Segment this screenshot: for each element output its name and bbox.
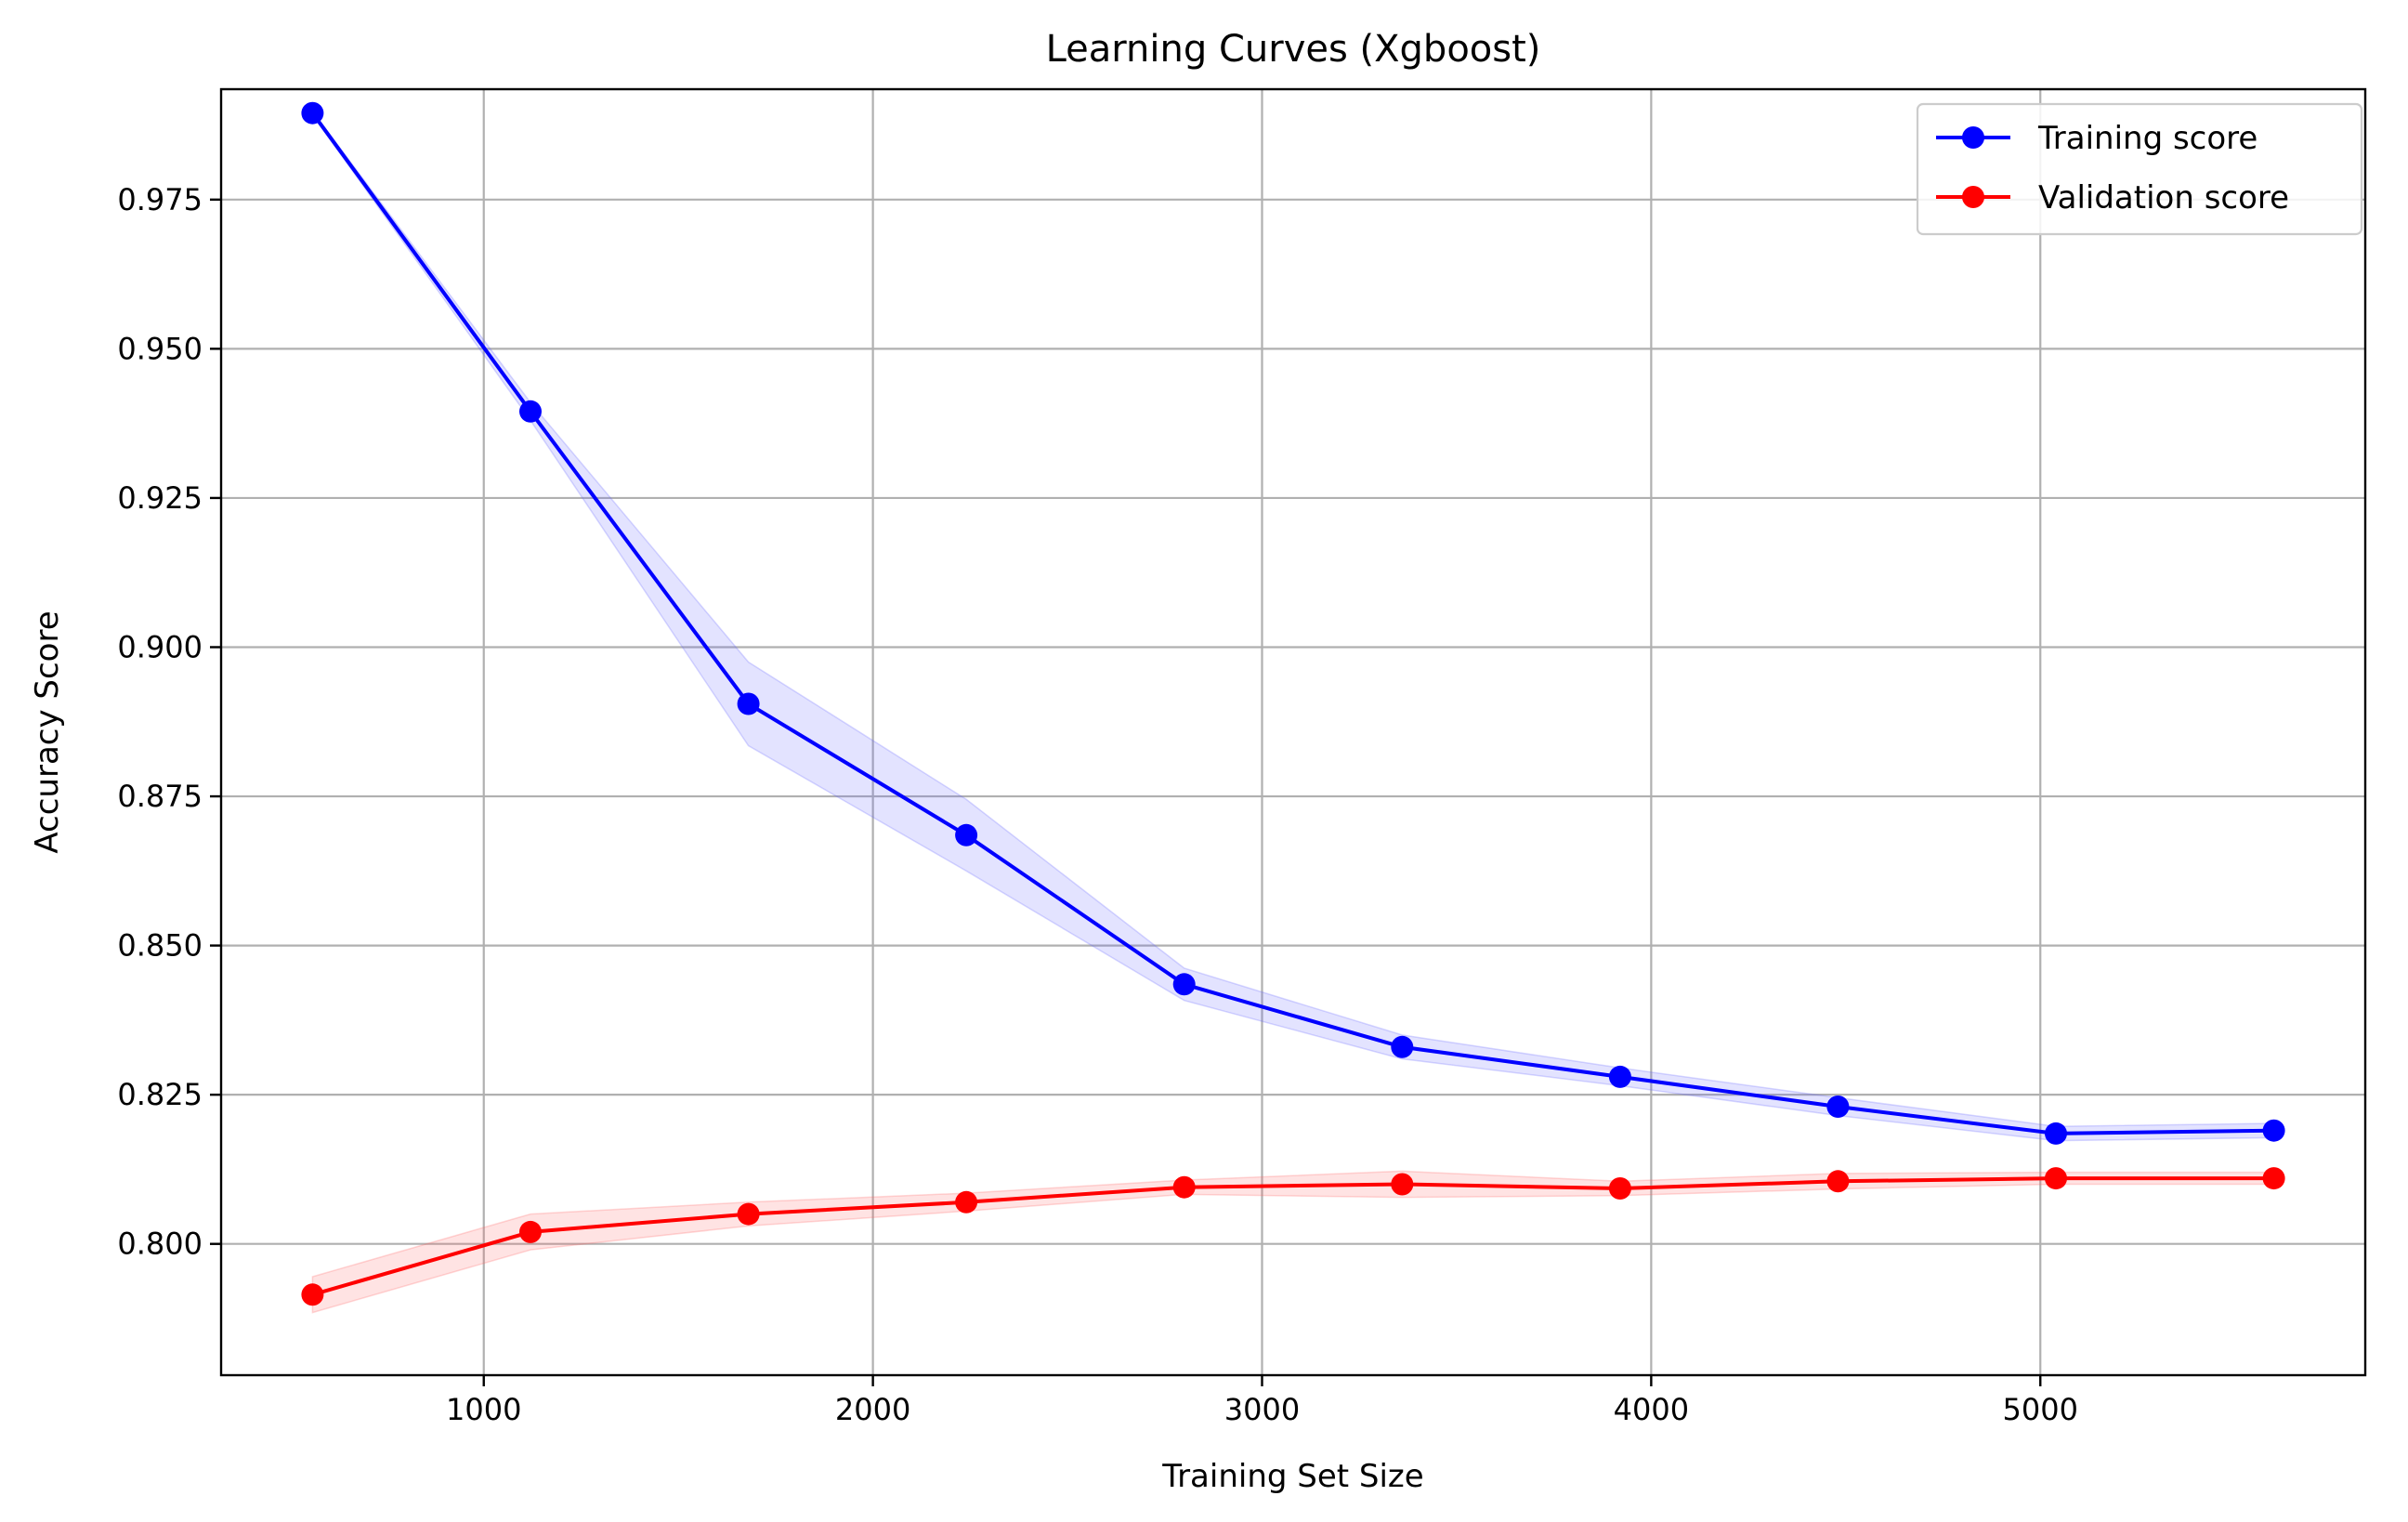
training-score-point	[1391, 1035, 1414, 1058]
x-axis-label: Training Set Size	[1161, 1458, 1423, 1495]
x-tick-label: 4000	[1614, 1392, 1689, 1427]
confidence-bands	[311, 109, 2275, 1314]
validation-score-line	[311, 1176, 2274, 1297]
training-score-point	[737, 692, 760, 715]
series-markers	[301, 101, 2285, 1306]
training-score-point	[2262, 1119, 2285, 1142]
legend-marker-validation	[1962, 186, 1984, 208]
legend-box	[1916, 102, 2363, 236]
y-tick-label: 0.800	[117, 1227, 203, 1262]
series-lines	[310, 112, 2274, 1297]
y-tick-label: 0.825	[117, 1077, 203, 1112]
training-score-point	[519, 400, 542, 423]
validation-score-point	[1391, 1173, 1414, 1196]
legend-label-validation: Validation score	[2038, 179, 2289, 216]
validation-score-point	[301, 1283, 324, 1306]
validation-score-point	[2262, 1167, 2285, 1190]
y-axis-label: Accuracy Score	[29, 610, 66, 853]
training-score-point	[1826, 1096, 1850, 1118]
x-tick-label: 3000	[1224, 1392, 1300, 1427]
training-score-point	[955, 823, 978, 846]
validation-score-point	[519, 1220, 542, 1243]
validation-score-point	[737, 1202, 760, 1226]
training-score-band	[311, 109, 2275, 1142]
y-tick-label: 0.925	[117, 480, 203, 516]
legend: Training score Validation score	[1916, 102, 2363, 236]
validation-score-point	[1172, 1175, 1196, 1199]
x-tick-label: 1000	[446, 1392, 521, 1427]
validation-score-point	[1608, 1177, 1631, 1200]
y-tick-label: 0.950	[117, 331, 203, 366]
training-score-point	[1608, 1065, 1631, 1088]
training-score-point	[1172, 973, 1196, 996]
x-tick-label: 2000	[835, 1392, 910, 1427]
training-score-line	[310, 112, 2274, 1135]
y-tick-label: 0.975	[117, 182, 203, 217]
axis-ticks: 1000 2000 3000 4000 5000 0.800 0.825 0.850 0.875…	[117, 182, 2078, 1427]
legend-marker-training	[1962, 126, 1984, 149]
training-score-point	[301, 101, 324, 125]
x-tick-label: 5000	[2003, 1392, 2078, 1427]
validation-score-point	[1826, 1170, 1850, 1193]
y-tick-label: 0.850	[117, 928, 203, 964]
plot-frame	[219, 87, 2367, 1377]
y-tick-label: 0.875	[117, 779, 203, 814]
y-tick-label: 0.900	[117, 629, 203, 664]
validation-score-point	[955, 1190, 978, 1214]
validation-score-point	[2045, 1167, 2067, 1190]
legend-label-training: Training score	[2037, 120, 2258, 157]
training-score-point	[2045, 1122, 2067, 1145]
validation-score-band	[311, 1170, 2275, 1314]
chart-title: Learning Curves (Xgboost)	[1046, 28, 1541, 71]
